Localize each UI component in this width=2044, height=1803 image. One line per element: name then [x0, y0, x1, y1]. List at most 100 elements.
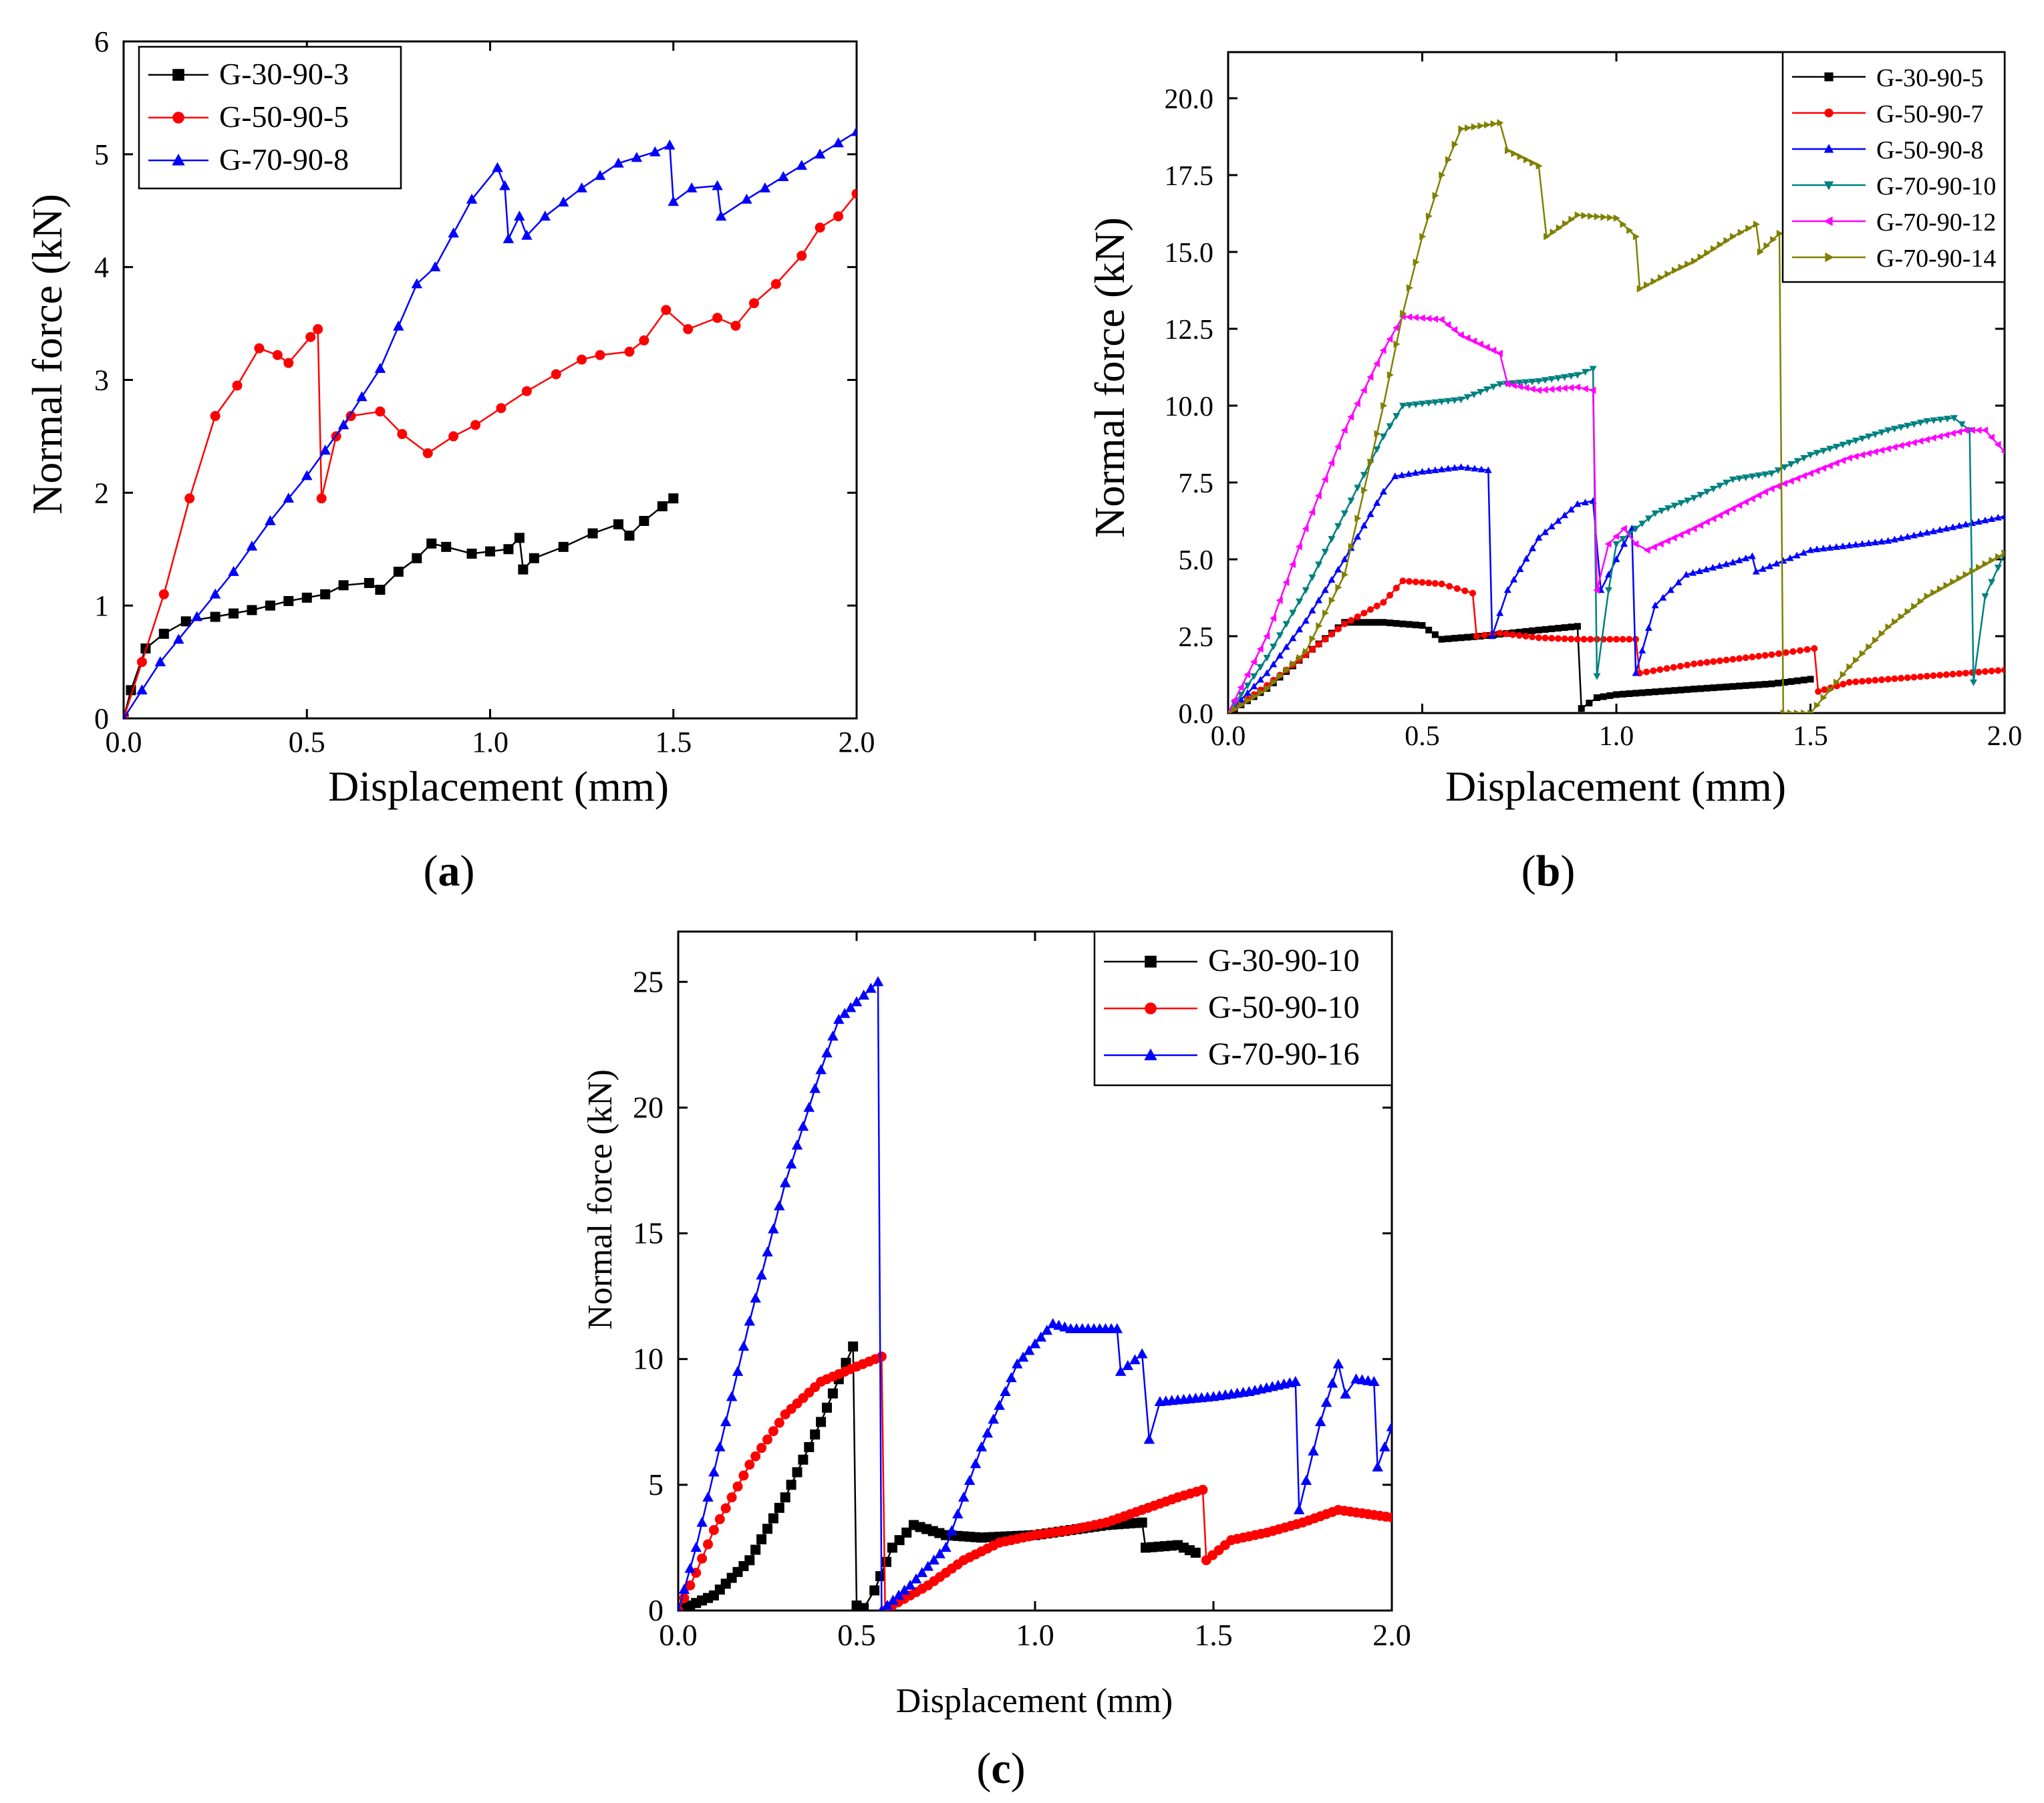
panel-b-data-point [1904, 674, 1911, 682]
panel-c-data-point [922, 1560, 934, 1571]
plot-a: 0.0 0.5 1.0 1.5 2.0 0 1 2 3 4 5 6 [94, 25, 875, 758]
panel-b-data-point [1373, 602, 1380, 609]
panel-c-data-point [1129, 1354, 1141, 1365]
panel-a-data-point [283, 595, 294, 606]
panel-b-data-point [1800, 472, 1807, 480]
panel-b-data-point [1685, 260, 1692, 268]
panel-b-data-point [1314, 492, 1322, 500]
panel-b-data-point [1574, 372, 1582, 379]
panel-b-data-point [1380, 619, 1387, 626]
panel-c-legend-label: G-50-90-10 [1208, 990, 1360, 1025]
panel-b-data-point [1757, 248, 1764, 256]
panel-c-legend-marker [1144, 1048, 1157, 1061]
panel-b-data-point [1995, 667, 2002, 674]
panel-b-data-point [1613, 691, 1620, 698]
panel-a-ytick-label: 0 [94, 702, 109, 735]
panel-b-data-point [1607, 214, 1614, 222]
panel-c-ytick-label: 0 [648, 1593, 664, 1627]
panel-b-data-point [1471, 464, 1479, 472]
panel-b-data-point [1761, 471, 1769, 478]
panel-a-data-point [363, 577, 374, 588]
panel-b-data-point [1651, 601, 1659, 609]
panel-b-data-point [1391, 472, 1399, 480]
panel-b-data-point [1606, 636, 1614, 643]
panel-b-data-point [1568, 636, 1575, 643]
panel-b-data-point [1457, 463, 1465, 470]
panel-a-data-point [411, 278, 423, 289]
panel-b-data-point [1729, 558, 1737, 565]
panel-b-yticks: 0.0 2.5 5.0 7.5 10.0 12.5 15.0 17.5 20.0 [1165, 84, 2005, 730]
panel-b-legend-label: G-30-90-5 [1876, 64, 1983, 92]
panel-a-data-point [466, 549, 477, 559]
panel-a-data-point [337, 419, 349, 430]
panel-b-data-point [1451, 140, 1459, 148]
panel-b-data-point [1477, 465, 1485, 472]
panel-a-data-point [305, 331, 316, 342]
panel-b-data-point [1431, 466, 1439, 473]
panel-c-data-point [720, 1503, 731, 1514]
panel-b-legend-marker [1825, 252, 1834, 263]
panel-b-legend: G-30-90-5 G-50-90-7 G-50-90-8 G-70-90-10 G-7… [1781, 51, 2006, 283]
panel-c-data-point [1017, 1351, 1029, 1362]
panel-b-data-point [1481, 632, 1488, 639]
panel-b-data-point [1768, 680, 1775, 688]
panel-b-ytick-label: 10.0 [1165, 392, 1214, 422]
panel-c-xtick-label: 0.0 [659, 1618, 698, 1652]
panel-b-data-point [1930, 589, 1938, 597]
panel-b-data-point [1535, 634, 1542, 642]
panel-c-data-point [756, 1443, 767, 1453]
panel-a-data-point [778, 170, 789, 181]
panel-b-data-point [1438, 398, 1446, 406]
panel-c-xlabel: Displacement (mm) [896, 1682, 1173, 1720]
panel-b-data-point [1521, 379, 1529, 386]
panel-b-data-point [1431, 631, 1439, 638]
panel-b-data-point [1289, 609, 1297, 617]
panel-b-data-point [1821, 686, 1828, 694]
panel-b-data-point [1419, 400, 1426, 408]
panel-b-data-point [1832, 444, 1840, 451]
panel-b-data-point [1604, 540, 1612, 548]
panel-b-data-point [1230, 696, 1237, 704]
panel-b-data-point [1976, 563, 1983, 571]
panel-c-data-point [732, 1365, 744, 1376]
panel-b-data-point [1632, 690, 1640, 697]
panel-b-data-point [1425, 400, 1433, 407]
panel-a-data-point [470, 420, 481, 430]
panel-b-data-point [1237, 696, 1245, 703]
panel-b-data-point [1536, 162, 1543, 170]
panel-b-data-point [1781, 480, 1788, 488]
panel-b-data-point [1729, 683, 1737, 690]
panel-c-data-point [875, 1571, 886, 1582]
panel-b-data-point [1593, 673, 1601, 680]
panel-a-data-point [320, 589, 331, 599]
panel-b-data-point [1554, 517, 1562, 524]
panel-a-legend-marker [172, 69, 184, 81]
panel-b-data-point [1386, 619, 1394, 627]
panel-b-ytick-label: 20.0 [1165, 84, 1214, 115]
panel-b-data-point [1916, 530, 1924, 537]
panel-b-data-point [1516, 382, 1523, 390]
panel-b-series-G-70-90-10 [1228, 366, 2005, 713]
panel-a-data-point [319, 444, 331, 455]
panel-c-data-point [1115, 1365, 1127, 1376]
panel-b-data-point [1561, 374, 1569, 381]
panel-b-data-point [1755, 491, 1762, 499]
panel-b-data-point [1787, 477, 1794, 485]
panel-a-data-point [557, 196, 569, 206]
panel-b-data-point [1503, 380, 1511, 388]
panel-c-data-point [774, 1502, 784, 1513]
panel-b-data-point [1737, 229, 1745, 237]
panel-b-data-point [1237, 684, 1244, 692]
panel-b-data-point [1451, 464, 1459, 471]
panel-b-data-point [1366, 373, 1374, 381]
panel-b-data-point [1328, 575, 1336, 583]
panel-b-data-point [1439, 171, 1446, 179]
panel-c-data-point [901, 1527, 912, 1538]
panel-a-data-point [210, 411, 221, 422]
panel-b-data-point [1684, 686, 1691, 693]
panel-c-data-point [744, 1555, 755, 1566]
panel-b-data-point [1535, 386, 1542, 394]
panel-b-data-point [1405, 470, 1413, 477]
panel-b-data-point [1723, 683, 1730, 690]
panel-b-data-point [1742, 654, 1749, 662]
